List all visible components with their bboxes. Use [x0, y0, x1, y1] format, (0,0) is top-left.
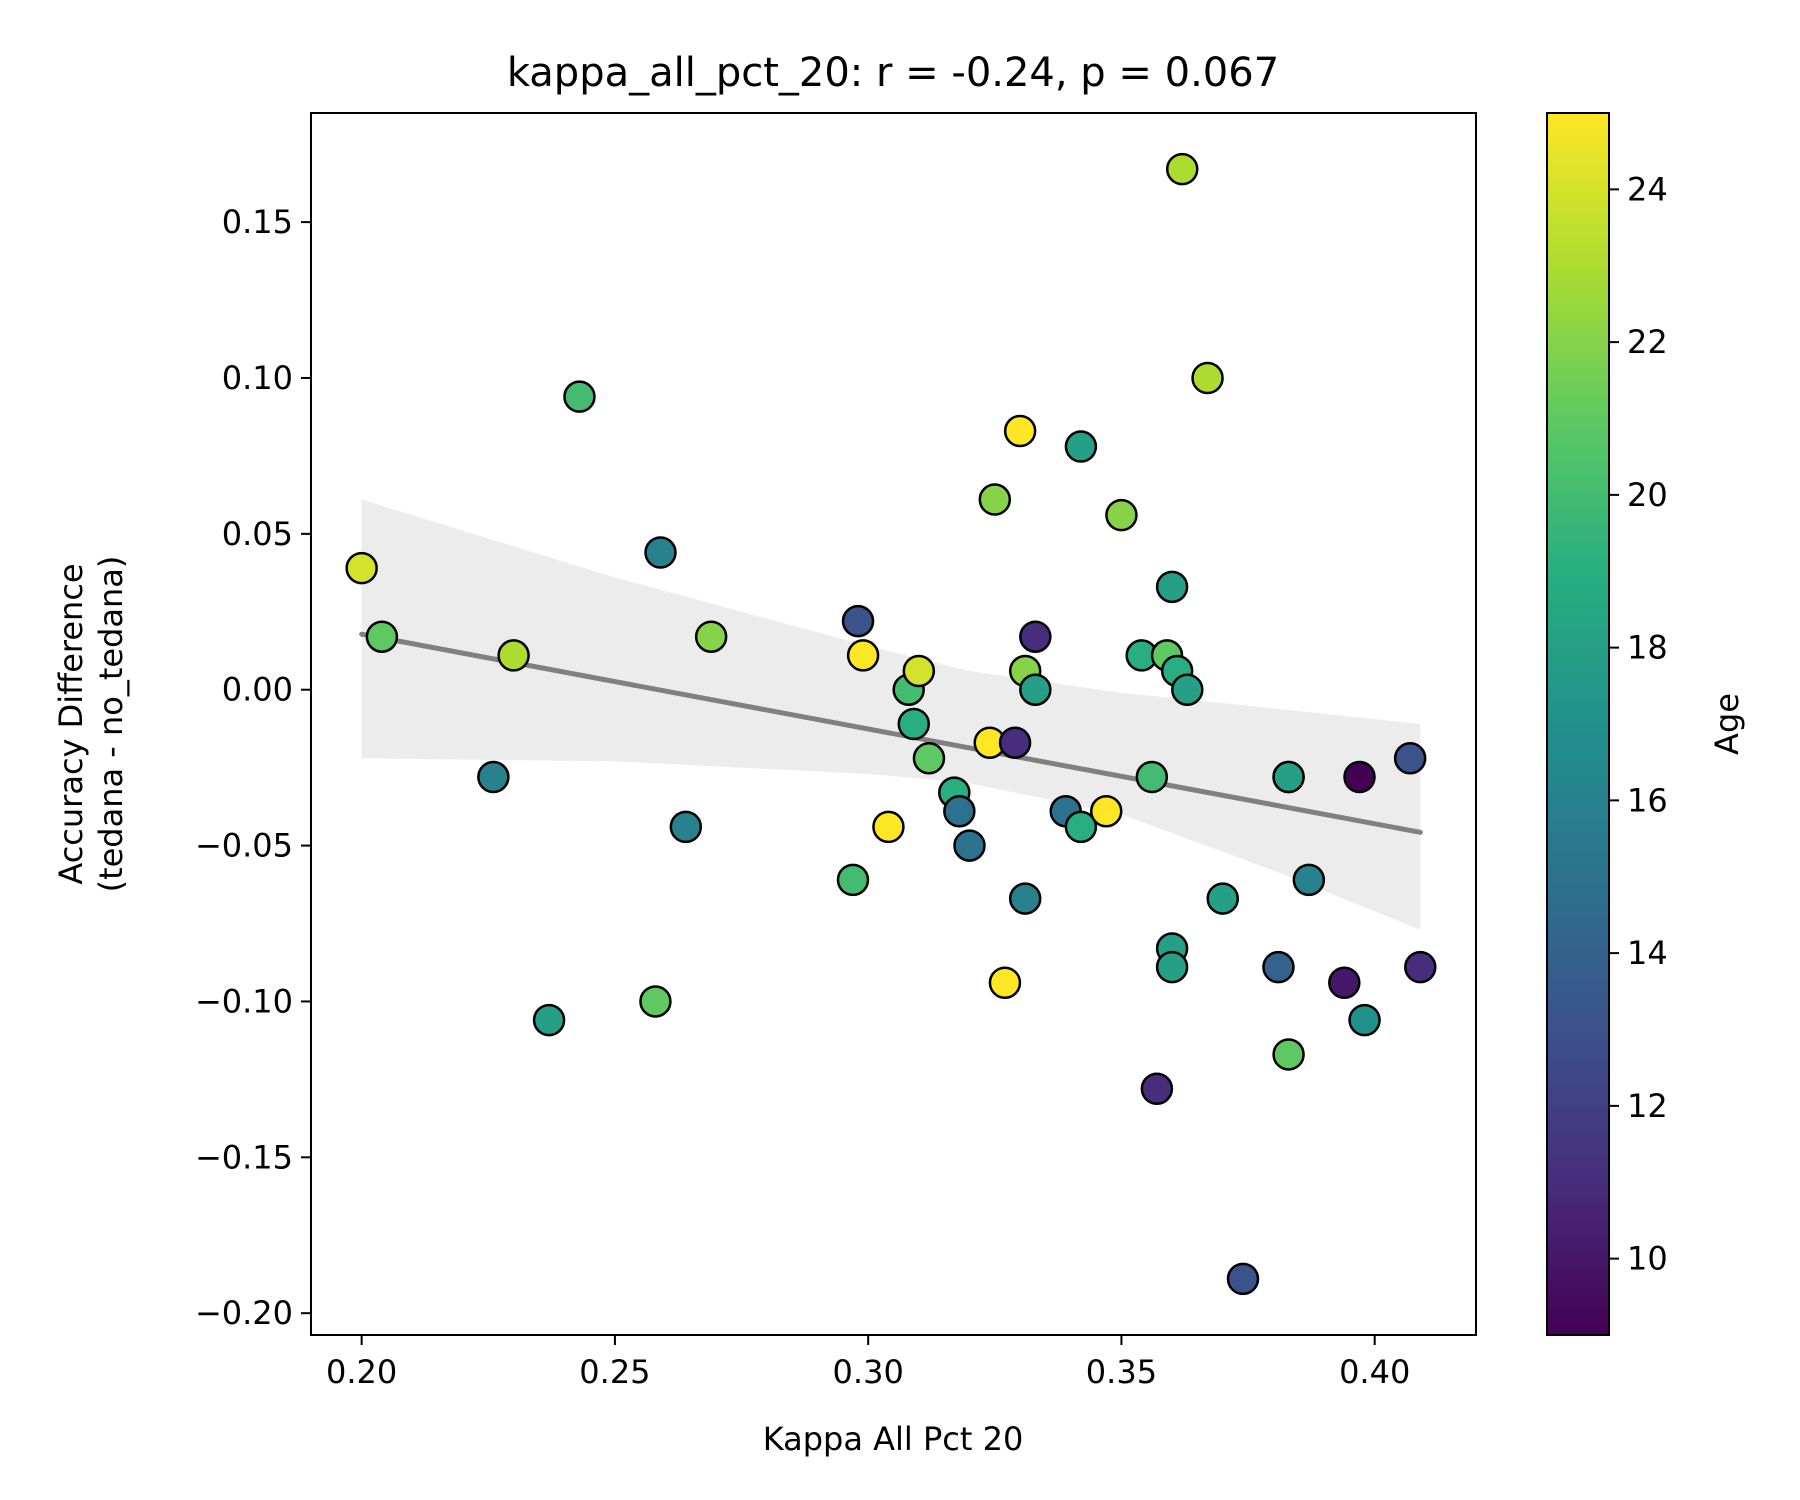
data-point — [1019, 620, 1052, 653]
data-point — [477, 760, 510, 794]
x-axis-label: Kappa All Pct 20 — [763, 1420, 1024, 1458]
data-point — [836, 863, 870, 897]
data-point — [872, 810, 905, 844]
colorbar — [1546, 112, 1610, 1336]
data-point — [912, 742, 946, 775]
data-point — [1171, 673, 1204, 706]
y-tick-label: −0.10 — [195, 982, 293, 1020]
data-point — [345, 551, 378, 585]
chart-title: kappa_all_pct_20: r = -0.24, p = 0.067 — [507, 50, 1279, 96]
data-point — [897, 707, 931, 741]
y-tick-label: 0.15 — [222, 203, 293, 241]
data-point — [1155, 570, 1189, 604]
data-point — [1191, 361, 1224, 395]
data-point — [902, 654, 936, 688]
regression-line — [359, 631, 1423, 835]
x-tick-label: 0.40 — [1339, 1353, 1410, 1391]
x-tick-label: 0.35 — [1086, 1353, 1157, 1391]
y-tick-label: −0.20 — [195, 1294, 293, 1332]
data-point — [1155, 950, 1189, 984]
colorbar-tick-label: 18 — [1627, 629, 1668, 667]
data-point — [532, 1003, 566, 1037]
data-point — [1348, 1003, 1381, 1037]
data-point — [1262, 950, 1295, 984]
data-point — [669, 810, 703, 844]
colorbar-tick-label: 14 — [1627, 934, 1668, 972]
colorbar-tick-label: 20 — [1627, 476, 1668, 514]
data-point — [1393, 742, 1427, 775]
data-point — [953, 829, 986, 862]
x-tick-label: 0.20 — [326, 1353, 397, 1391]
y-tick-label: 0.00 — [222, 671, 293, 709]
colorbar-tick-label: 10 — [1627, 1240, 1668, 1278]
data-point — [978, 483, 1012, 516]
data-point — [1140, 1072, 1174, 1105]
data-point — [1064, 430, 1098, 463]
colorbar-tick-label: 24 — [1627, 170, 1668, 208]
y-tick-label: 0.10 — [222, 359, 293, 397]
data-point — [563, 380, 596, 413]
y-axis-label-line1: Accuracy Difference — [52, 563, 90, 884]
y-axis-label-line2: (tedana - no_tedana) — [92, 556, 130, 893]
data-point — [365, 620, 399, 653]
data-point — [1008, 882, 1042, 915]
data-point — [1165, 152, 1199, 186]
data-point — [998, 726, 1032, 759]
data-point — [1343, 760, 1376, 794]
data-point — [943, 795, 976, 828]
confidence-band — [361, 499, 1421, 930]
data-point — [1135, 760, 1169, 794]
y-tick-label: 0.05 — [222, 515, 293, 553]
data-point — [841, 604, 875, 638]
data-point — [1404, 950, 1437, 984]
data-point — [1105, 498, 1138, 532]
data-point — [644, 536, 677, 569]
plot-frame — [310, 112, 1477, 1336]
data-point — [1226, 1262, 1260, 1296]
x-tick-label: 0.30 — [833, 1353, 904, 1391]
data-point — [1019, 673, 1052, 706]
data-point — [988, 966, 1022, 999]
colorbar-label: Age — [1708, 693, 1746, 755]
data-point — [1292, 863, 1326, 897]
y-tick-label: −0.15 — [195, 1138, 293, 1176]
data-point — [1272, 760, 1305, 794]
data-point — [497, 639, 530, 672]
x-tick-label: 0.25 — [579, 1353, 650, 1391]
colorbar-tick-label: 16 — [1627, 781, 1668, 819]
data-point — [639, 985, 672, 1018]
data-point — [1003, 414, 1037, 448]
data-point — [1089, 795, 1123, 828]
y-tick-label: −0.05 — [195, 827, 293, 865]
colorbar-tick-label: 12 — [1627, 1087, 1668, 1125]
data-point — [1064, 810, 1098, 844]
data-point — [1272, 1038, 1305, 1071]
data-point — [846, 639, 880, 672]
data-point — [694, 620, 728, 653]
colorbar-tick-label: 22 — [1627, 323, 1668, 361]
data-point — [1206, 882, 1239, 915]
data-point — [1328, 966, 1361, 999]
